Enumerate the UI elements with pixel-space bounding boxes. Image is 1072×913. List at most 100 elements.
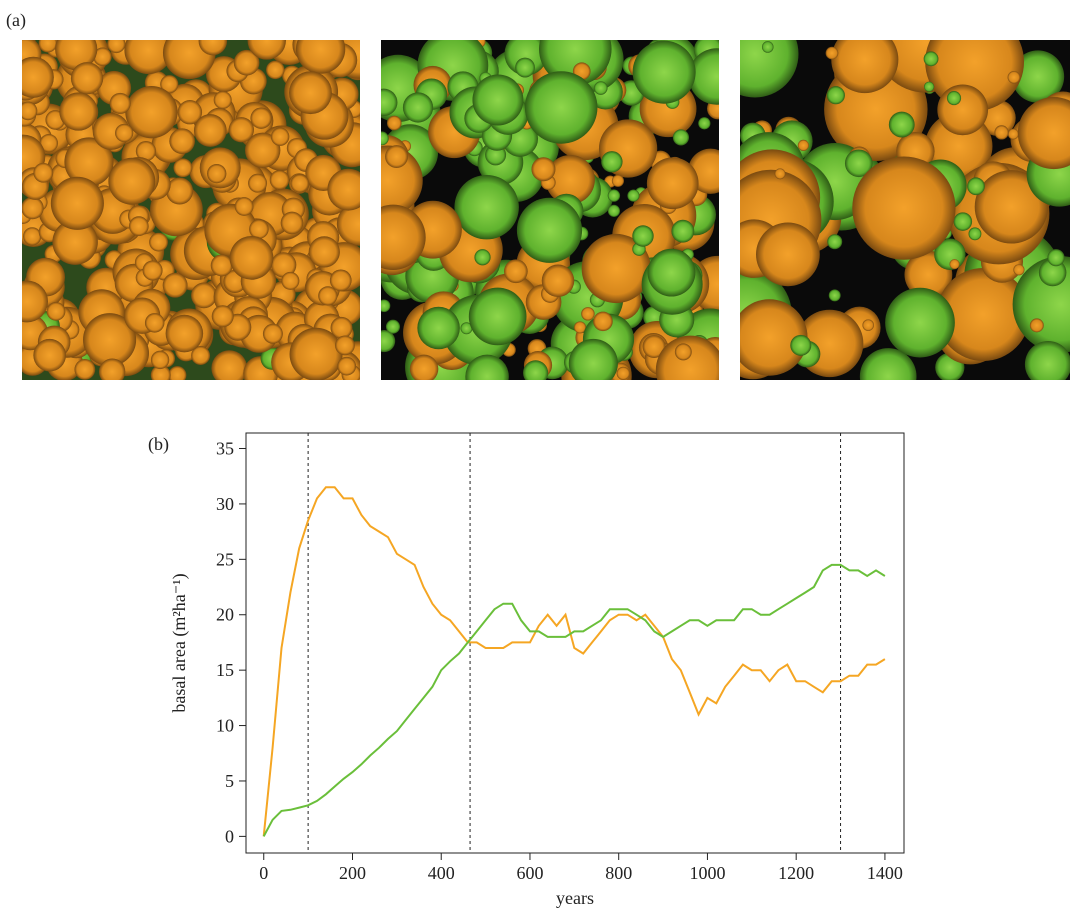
y-tick-label: 15 <box>216 660 234 680</box>
y-tick-label: 35 <box>216 439 234 459</box>
tree-crown <box>460 322 473 335</box>
tree-crown <box>790 334 812 356</box>
tree-crown <box>607 204 621 217</box>
tree-crown <box>169 128 195 154</box>
tree-crown <box>627 189 640 202</box>
tree-crown <box>761 41 774 53</box>
panel-label: (a) <box>6 10 26 31</box>
tree-crown <box>968 227 982 241</box>
tree-crown <box>289 327 343 380</box>
tree-crown <box>545 154 595 205</box>
x-tick-label: 0 <box>259 863 268 883</box>
tree-crown <box>191 282 217 309</box>
tree-crown <box>402 92 434 123</box>
tree-crown <box>688 48 719 105</box>
tree-crown <box>646 157 699 210</box>
tree-crown <box>247 40 286 60</box>
tree-crown <box>270 252 297 278</box>
tree-crown <box>74 359 96 380</box>
tree-crown <box>1024 340 1070 380</box>
tree-crown <box>946 91 962 106</box>
tree-crown <box>1047 249 1065 267</box>
tree-crown <box>52 219 98 265</box>
tree-crown <box>671 219 695 243</box>
tree-crown <box>244 132 281 168</box>
x-tick-label: 400 <box>428 863 455 883</box>
tree-crown <box>593 81 608 95</box>
line-chart: 0 5 10 15 20 25 30 35 0 200 400 600 800 1000 1200 1400 y… <box>169 432 905 908</box>
tree-crown <box>472 74 524 126</box>
tree-crown <box>280 211 304 235</box>
tree-crown <box>1017 97 1070 170</box>
tree-crown <box>417 306 460 350</box>
tree-crown <box>994 125 1009 140</box>
tree-crown <box>568 338 618 380</box>
tree-crown <box>474 249 491 266</box>
tree-crown <box>213 90 232 110</box>
tree-crown <box>162 272 188 298</box>
tree-crown <box>329 269 352 292</box>
tree-crown <box>266 60 285 80</box>
tree-crown <box>22 56 54 98</box>
tree-crown <box>107 40 126 54</box>
tree-crown <box>859 348 917 380</box>
tree-crown <box>64 137 114 187</box>
x-tick-label: 800 <box>605 863 632 883</box>
canopy-image <box>381 40 719 380</box>
tree-crown <box>207 163 227 184</box>
tree-crown <box>967 177 985 196</box>
tree-crown <box>826 86 845 105</box>
tree-crown <box>270 127 290 146</box>
tree-crown <box>465 354 509 380</box>
tree-crown <box>318 286 338 306</box>
tree-crown <box>248 173 268 193</box>
tree-crown <box>1038 258 1067 287</box>
y-tick-label: 25 <box>216 549 234 569</box>
y-tick-label: 5 <box>225 771 234 791</box>
tree-crown <box>381 88 398 117</box>
tree-crown <box>923 51 939 67</box>
tree-crown <box>262 323 283 344</box>
tree-crown <box>39 133 58 153</box>
tree-crown <box>642 335 666 359</box>
tree-crown <box>150 350 170 370</box>
tree-crown <box>647 248 696 297</box>
tree-crown <box>165 314 204 353</box>
x-tick-label: 600 <box>516 863 543 883</box>
tree-crown <box>674 343 692 361</box>
tree-crown <box>852 156 956 260</box>
tree-crown <box>38 40 58 53</box>
tree-crown <box>289 71 332 115</box>
tree-crown <box>22 196 44 220</box>
tree-crown <box>385 145 408 169</box>
tree-crown <box>211 350 248 380</box>
x-tick-label: 1000 <box>689 863 725 883</box>
tree-crown <box>33 338 66 372</box>
tree-crown <box>827 234 843 250</box>
tree-crown <box>149 232 168 252</box>
tree-crown <box>698 117 711 130</box>
tree-crown <box>295 40 346 74</box>
y-tick-label: 0 <box>225 826 234 846</box>
tree-crown <box>953 212 973 231</box>
tree-crown <box>228 117 255 143</box>
tree-crown <box>210 254 233 277</box>
tree-crown <box>115 123 134 143</box>
tree-crown <box>269 170 290 190</box>
tree-crown <box>844 149 873 178</box>
x-tick-label: 1200 <box>778 863 814 883</box>
tree-crown <box>290 174 309 193</box>
tree-crown <box>616 366 630 380</box>
tree-crown <box>541 264 575 298</box>
tree-crown <box>593 311 613 332</box>
tree-crown <box>601 151 623 173</box>
tree-crown <box>1029 318 1044 333</box>
tree-crown <box>937 84 989 136</box>
tree-crown <box>655 335 719 380</box>
tree-crown <box>607 189 621 202</box>
tree-crown <box>327 168 360 211</box>
plot-frame <box>245 432 905 854</box>
tree-crown <box>142 260 163 281</box>
tree-crown <box>632 225 654 247</box>
tree-crown <box>825 46 839 60</box>
